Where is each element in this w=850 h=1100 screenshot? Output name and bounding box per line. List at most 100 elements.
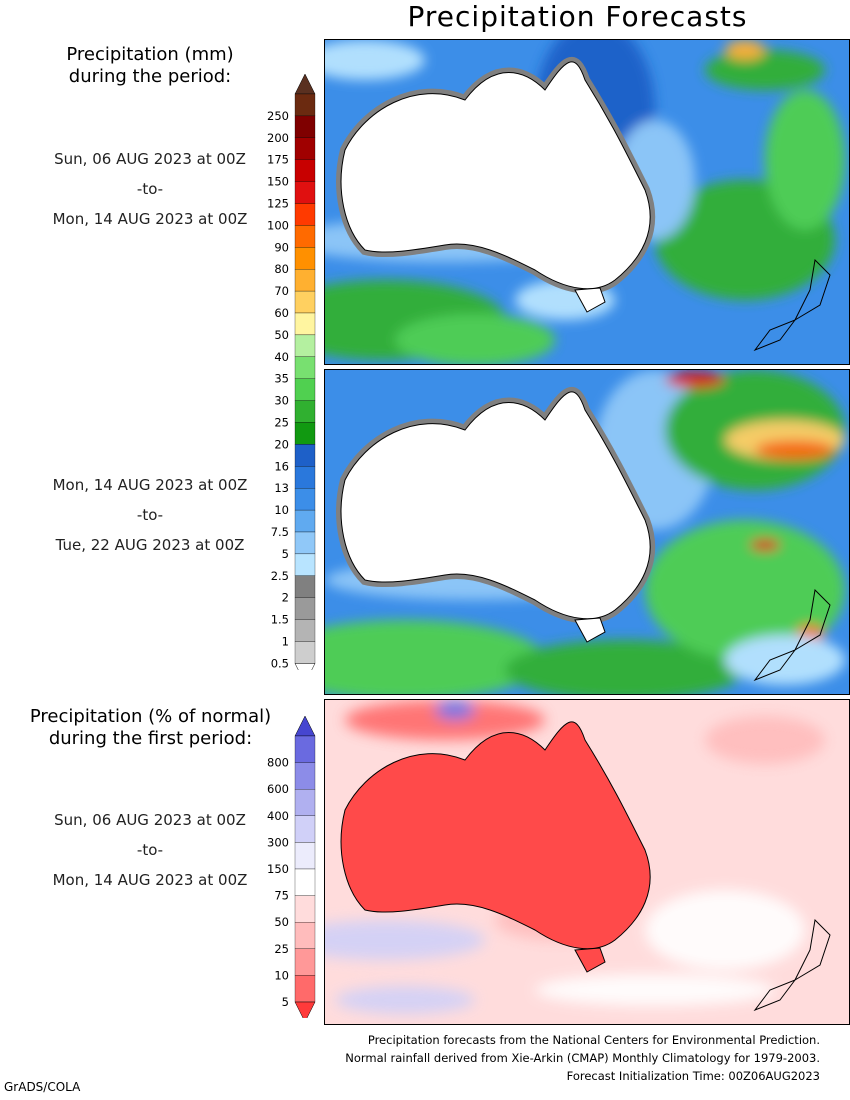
colorbar-swatch	[294, 93, 316, 117]
colorbar-swatch	[294, 815, 316, 843]
colorbar-tick-label: 90	[274, 240, 289, 254]
colorbar-swatch	[294, 735, 316, 763]
precip-legend-heading-line2: during the period:	[68, 66, 232, 87]
colorbar-swatch	[294, 895, 316, 923]
precip-legend-heading: Precipitation (mm) during the period:	[30, 44, 270, 88]
colorbar-tick-label: 100	[267, 218, 289, 232]
period2-end: Tue, 22 AUG 2023 at 00Z	[55, 536, 245, 554]
colorbar-tick-label: 200	[267, 131, 289, 145]
precip-colorbar: 2502001751501251009080706050403530252016…	[267, 73, 316, 670]
colorbar-tick-label: 13	[274, 481, 289, 495]
colorbar-tick-label: 175	[267, 153, 289, 167]
footer: Precipitation forecasts from the Nationa…	[345, 1031, 820, 1085]
precip-legend-heading-line1: Precipitation (mm)	[66, 44, 234, 65]
anomaly-colorbar: 800 600 400 300 150 75 50 25 10 5	[267, 715, 316, 1018]
colorbar-swatch	[294, 159, 316, 182]
period2-sep: -to-	[136, 506, 164, 524]
colorbar-tick-label: 75	[274, 889, 289, 903]
colorbar-tick-label: 7.5	[271, 525, 289, 539]
colorbar-tick-label: 1.5	[271, 613, 289, 627]
colorbar-tick-label: 125	[267, 197, 289, 211]
colorbar-tick-label: 30	[274, 394, 289, 408]
map-panel-period1	[324, 39, 850, 365]
colorbar-swatch	[294, 762, 316, 790]
colorbar-swatch	[294, 922, 316, 949]
anomaly-legend-heading: Precipitation (% of normal) during the f…	[8, 706, 293, 750]
precip-map-period2	[325, 370, 849, 694]
colorbar-tick-label: 2.5	[271, 569, 289, 583]
colorbar-tick-label: 400	[267, 809, 289, 823]
colorbar-tick-label: 1	[282, 635, 289, 649]
anomaly-map-period1	[325, 700, 849, 1024]
colorbar-tick-label: 5	[282, 995, 289, 1009]
period2-start: Mon, 14 AUG 2023 at 00Z	[52, 476, 248, 494]
colorbar-top-arrow	[294, 73, 316, 95]
colorbar-swatch	[294, 868, 316, 896]
colorbar-tick-label: 16	[274, 459, 289, 473]
colorbar-swatch	[294, 247, 316, 270]
colorbar-swatch	[294, 842, 316, 870]
colorbar-swatch	[294, 553, 316, 576]
period1-start: Sun, 06 AUG 2023 at 00Z	[54, 150, 246, 168]
anomaly-legend-heading-line2: during the first period:	[48, 728, 253, 749]
colorbar-swatch	[294, 531, 316, 555]
colorbar-swatch	[294, 575, 316, 598]
period3-end: Mon, 14 AUG 2023 at 00Z	[52, 871, 248, 889]
page-title: Precipitation Forecasts	[407, 0, 748, 33]
colorbar-swatch	[294, 312, 316, 336]
credit-label: GrADS/COLA	[4, 1080, 81, 1094]
colorbar-swatch	[294, 597, 316, 620]
colorbar-bottom-arrow	[294, 1001, 316, 1018]
colorbar-swatch	[294, 619, 316, 642]
colorbar-swatch	[294, 225, 316, 248]
colorbar-tick-label: 40	[274, 350, 289, 364]
colorbar-tick-label: 50	[274, 328, 289, 342]
colorbar-tick-label: 60	[274, 306, 289, 320]
colorbar-swatch	[294, 975, 316, 1003]
period3-start: Sun, 06 AUG 2023 at 00Z	[54, 811, 246, 829]
colorbar-swatch	[294, 400, 316, 423]
footer-line3: Forecast Initialization Time: 00Z06AUG20…	[566, 1069, 820, 1083]
colorbar-tick-label: 600	[267, 782, 289, 796]
colorbar-tick-label: 10	[274, 968, 289, 982]
colorbar-swatch	[294, 378, 316, 401]
colorbar-swatch	[294, 334, 316, 357]
colorbar-tick-label: 10	[274, 503, 289, 517]
colorbar-tick-label: 150	[267, 175, 289, 189]
colorbar-tick-label: 25	[274, 416, 289, 430]
footer-line1: Precipitation forecasts from the Nationa…	[367, 1033, 820, 1047]
colorbar-bottom-arrow	[294, 663, 316, 670]
precip-map-period1	[325, 40, 849, 364]
colorbar-swatch	[294, 290, 316, 314]
map-panel-anomaly	[324, 699, 850, 1025]
colorbar-tick-label: 25	[274, 942, 289, 956]
colorbar-tick-label: 5	[282, 547, 289, 561]
colorbar-swatch	[294, 789, 316, 816]
colorbar-swatch	[294, 137, 316, 160]
colorbar-tick-label: 250	[267, 109, 289, 123]
period3-sep: -to-	[136, 841, 164, 859]
colorbar-swatch	[294, 509, 316, 533]
colorbar-tick-label: 2	[282, 591, 289, 605]
colorbar-tick-label: 50	[274, 915, 289, 929]
colorbar-tick-label: 20	[274, 437, 289, 451]
colorbar-tick-label: 0.5	[271, 656, 289, 670]
colorbar-swatch	[294, 641, 316, 664]
colorbar-top-arrow	[294, 715, 316, 737]
colorbar-tick-label: 150	[267, 862, 289, 876]
colorbar-tick-label: 300	[267, 835, 289, 849]
colorbar-swatch	[294, 269, 316, 292]
colorbar-swatch	[294, 488, 316, 511]
colorbar-swatch	[294, 466, 316, 489]
period1-end: Mon, 14 AUG 2023 at 00Z	[52, 210, 248, 228]
anomaly-legend-heading-line1: Precipitation (% of normal)	[29, 706, 272, 727]
map-panel-period2	[324, 369, 850, 695]
colorbar-swatch	[294, 115, 316, 138]
colorbar-swatch	[294, 203, 316, 226]
colorbar-tick-label: 800	[267, 756, 289, 770]
colorbar-tick-label: 80	[274, 262, 289, 276]
colorbar-tick-label: 70	[274, 284, 289, 298]
colorbar-swatch	[294, 444, 316, 467]
period1-sep: -to-	[136, 180, 164, 198]
colorbar-tick-label: 35	[274, 372, 289, 386]
